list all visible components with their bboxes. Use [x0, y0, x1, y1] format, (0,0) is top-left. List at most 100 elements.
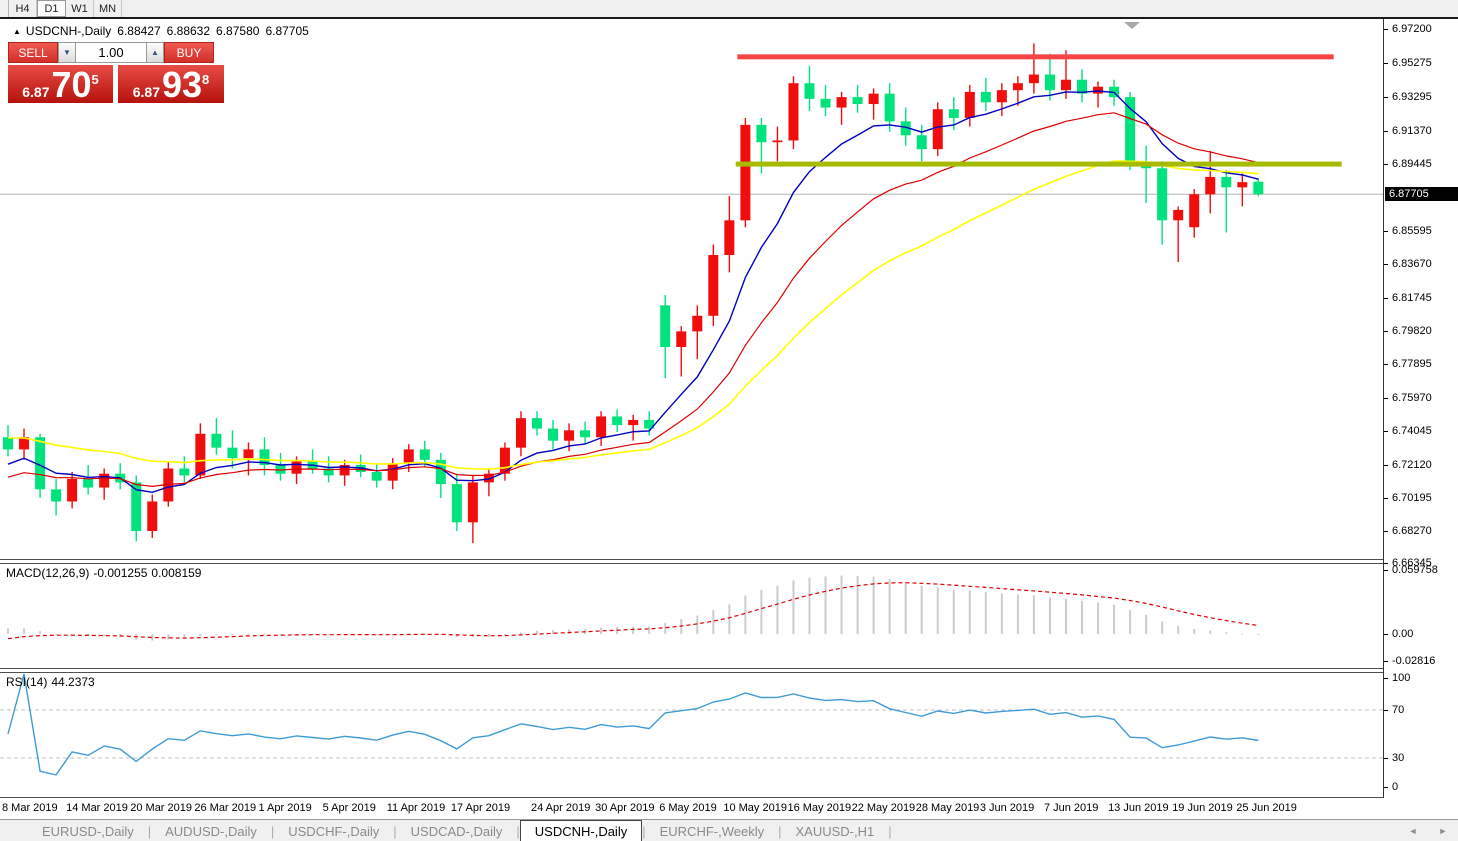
axis-tick-mark	[1384, 678, 1388, 679]
candle-body	[884, 93, 895, 122]
macd-histogram-bar	[167, 634, 170, 640]
macd-histogram-bar	[968, 590, 971, 634]
volume-input[interactable]	[76, 42, 146, 63]
candle-body	[1028, 74, 1039, 84]
rsi-value: 44.2373	[51, 675, 95, 689]
candle-body	[67, 478, 78, 502]
support-line[interactable]	[735, 161, 1342, 167]
price-axis-tick: 6.95275	[1392, 56, 1432, 69]
timeframe-tab-w1[interactable]: W1	[66, 0, 94, 17]
macd-histogram-bar	[856, 576, 859, 634]
candle-body	[51, 489, 62, 502]
macd-histogram-bar	[840, 575, 843, 634]
tab-scroll-right-icon[interactable]: ►	[1438, 826, 1448, 836]
rsi-axis-tick: 100	[1392, 672, 1411, 684]
macd-histogram-bar	[535, 630, 538, 634]
macd-label: MACD(12,26,9) -0.001255 0.008159	[6, 566, 205, 580]
macd-histogram-bar	[1257, 634, 1260, 635]
panel-splitter[interactable]	[0, 559, 1458, 564]
tab-separator: |	[393, 823, 397, 839]
buy-price-prefix: 6.87	[132, 84, 160, 100]
macd-histogram-bar	[1048, 597, 1051, 634]
timeframe-tab-mn[interactable]: MN	[94, 0, 122, 17]
price-axis-tick: 6.77895	[1392, 358, 1432, 371]
resistance-line[interactable]	[737, 54, 1334, 60]
tab-scroll-left-icon[interactable]: ◄	[1408, 826, 1418, 836]
rsi-axis-tick: 30	[1392, 752, 1405, 764]
axis-tick-mark	[1384, 464, 1388, 466]
axis-tick-mark	[1384, 364, 1388, 366]
buy-button[interactable]: BUY	[164, 42, 214, 63]
candle-body	[467, 482, 478, 523]
chart-tab-usdcnh[interactable]: USDCNH-,Daily	[519, 819, 643, 841]
macd-panel[interactable]	[0, 563, 1383, 668]
volume-decrease-button[interactable]: ▼	[58, 42, 76, 63]
macd-histogram-bar	[215, 634, 218, 635]
macd-histogram-bar	[760, 589, 763, 634]
tab-separator: |	[270, 823, 275, 839]
chart-tab-usdchf[interactable]: USDCHF-,Daily	[288, 823, 380, 839]
timeframe-tab-h4[interactable]: H4	[9, 0, 37, 17]
macd-name: MACD(12,26,9)	[6, 566, 90, 580]
rsi-panel[interactable]	[0, 672, 1383, 797]
panel-splitter[interactable]	[0, 668, 1458, 673]
axis-tick-mark	[1384, 297, 1388, 299]
candle-body	[99, 473, 110, 488]
timeframe-tab-d1[interactable]: D1	[37, 0, 66, 17]
sell-button[interactable]: SELL	[8, 42, 58, 63]
macd-histogram-bar	[904, 582, 907, 634]
axis-tick-mark	[1384, 163, 1388, 165]
chart-tab-eurchf[interactable]: EURCHF-,Weekly	[659, 823, 765, 839]
chart-shift-icon[interactable]	[1124, 22, 1140, 29]
macd-main-value: -0.001255	[93, 566, 148, 580]
axis-tick-mark	[1384, 634, 1388, 635]
macd-histogram-bar	[696, 615, 699, 634]
candle-body	[419, 449, 430, 460]
macd-histogram-bar	[231, 634, 234, 635]
price-axis-tick: 6.85595	[1392, 224, 1432, 237]
candle-body	[900, 121, 911, 136]
price-axis-tick: 6.75970	[1392, 391, 1432, 404]
toolbar-spacer	[0, 0, 9, 17]
chart-tab-eurusd[interactable]: EURUSD-,Daily	[42, 823, 134, 839]
date-axis-label: 28 May 2019	[915, 802, 980, 814]
macd-histogram-bar	[1081, 600, 1084, 634]
axis-baseline	[0, 797, 1458, 798]
sell-price[interactable]: 6.87 70 5	[8, 65, 113, 103]
date-axis-label: 5 Apr 2019	[322, 802, 376, 814]
volume-increase-button[interactable]: ▲	[146, 42, 164, 63]
macd-histogram-bar	[423, 633, 426, 635]
macd-histogram-bar	[1097, 602, 1100, 634]
axis-tick-mark	[1384, 130, 1388, 132]
candle-body	[612, 416, 623, 426]
candle-body	[708, 255, 719, 316]
buy-price-big: 93	[161, 64, 203, 105]
date-axis-label: 14 Mar 2019	[66, 802, 128, 814]
date-axis: 8 Mar 2019 14 Mar 2019 20 Mar 2019 26 Mar 2…	[0, 800, 1383, 817]
macd-histogram-bar	[183, 634, 186, 639]
macd-histogram-bar	[808, 577, 811, 634]
current-price-label: 6.87705	[1385, 187, 1458, 202]
buy-price[interactable]: 6.87 93 8	[118, 65, 224, 103]
axis-tick-mark	[1384, 230, 1388, 232]
macd-histogram-bar	[1241, 633, 1244, 635]
candle-body	[483, 473, 494, 483]
candle-body	[1189, 194, 1200, 228]
chart-tab-usdcad[interactable]: USDCAD-,Daily	[410, 823, 503, 839]
macd-histogram-bar	[1161, 621, 1164, 634]
axis-tick-mark	[1384, 787, 1388, 788]
ma-line-slow	[8, 160, 1259, 470]
price-axis-tick: 6.91370	[1392, 124, 1432, 137]
candle-body	[596, 416, 607, 438]
date-axis-label: 25 Jun 2019	[1236, 802, 1297, 814]
chart-tab-xauusd[interactable]: XAUUSD-,H1	[795, 823, 875, 839]
macd-histogram-bar	[23, 628, 26, 634]
chart-tab-audusd[interactable]: AUDUSD-,Daily	[165, 823, 257, 839]
price-axis-tick: 6.66345	[1392, 557, 1432, 569]
price-chart[interactable]	[0, 19, 1383, 559]
candle-body	[259, 449, 270, 466]
candle-body	[371, 471, 382, 481]
macd-histogram-bar	[7, 628, 9, 634]
macd-histogram-bar	[503, 634, 506, 636]
candle-body	[836, 97, 847, 108]
